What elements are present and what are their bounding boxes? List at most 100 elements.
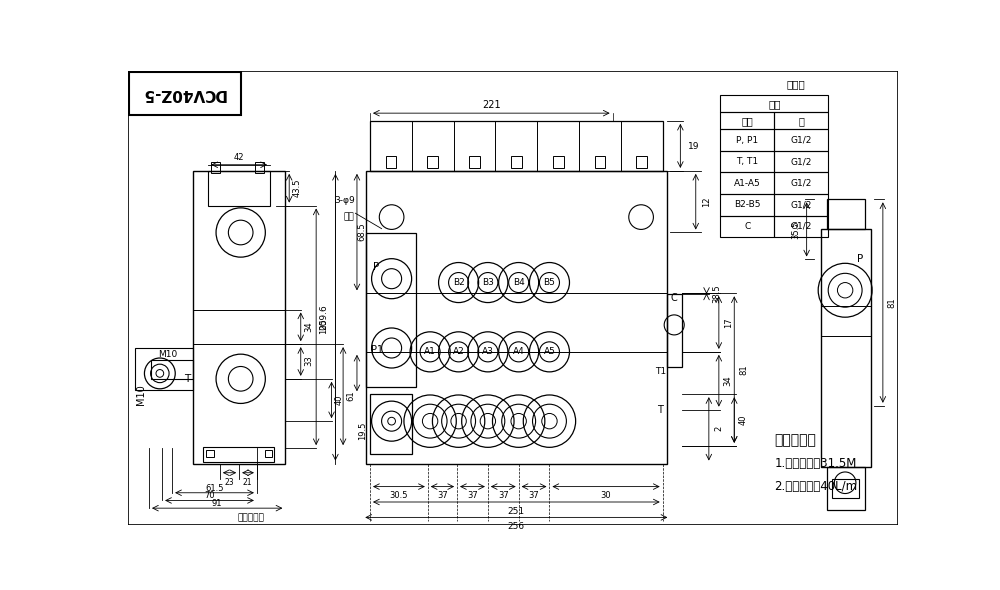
Bar (203, 447, 274, 462)
Text: 37: 37 (498, 491, 509, 500)
Text: G1/2: G1/2 (791, 179, 812, 188)
Bar (206, 450, 214, 457)
Bar (129, 73, 241, 114)
Text: 通孔: 通孔 (344, 212, 355, 222)
Text: T, T1: T, T1 (736, 157, 758, 166)
Bar (774, 129, 828, 151)
Bar (720, 194, 774, 215)
Text: 81: 81 (739, 364, 748, 375)
Text: 68.5: 68.5 (358, 222, 367, 241)
Text: C: C (671, 293, 678, 303)
Text: 2.额定流量：40L/m: 2.额定流量：40L/m (774, 480, 857, 493)
Text: 螺纹规: 螺纹规 (786, 80, 805, 90)
Text: A2: A2 (453, 348, 464, 356)
Text: 2: 2 (714, 426, 723, 431)
Bar (636, 156, 647, 168)
Bar (720, 172, 774, 194)
Text: 43.5: 43.5 (292, 179, 301, 197)
Text: B5: B5 (544, 278, 555, 287)
Text: 61: 61 (346, 391, 355, 401)
Bar (774, 172, 828, 194)
Text: 19.5: 19.5 (358, 421, 367, 440)
Text: 251: 251 (508, 507, 525, 516)
Bar (720, 96, 828, 112)
Bar (265, 450, 272, 457)
Text: 30.5: 30.5 (390, 491, 408, 500)
Text: 37: 37 (437, 491, 448, 500)
Bar (774, 194, 828, 215)
Text: 35.5: 35.5 (791, 220, 800, 239)
Text: 221: 221 (482, 100, 501, 110)
Text: 30: 30 (601, 491, 611, 500)
Text: P: P (373, 262, 379, 272)
Text: 34: 34 (304, 321, 313, 332)
Bar (827, 467, 865, 510)
Text: 38.5: 38.5 (712, 284, 721, 303)
Text: P: P (857, 254, 864, 264)
Text: 37: 37 (529, 491, 539, 500)
Bar (553, 156, 564, 168)
Bar (832, 479, 859, 498)
Text: 液压后视图: 液压后视图 (237, 513, 264, 522)
Text: P1: P1 (371, 345, 383, 355)
Text: A3: A3 (482, 348, 494, 356)
Text: 格: 格 (798, 116, 804, 126)
Bar (511, 156, 522, 168)
Text: T: T (657, 405, 663, 415)
Bar (366, 232, 416, 386)
Text: A1: A1 (424, 348, 436, 356)
Bar (720, 151, 774, 172)
Text: 40: 40 (335, 394, 344, 405)
Text: 23: 23 (224, 478, 234, 487)
Bar (720, 129, 774, 151)
Text: 91: 91 (212, 499, 222, 508)
Bar (255, 162, 264, 173)
Text: G1/2: G1/2 (791, 222, 812, 231)
Text: 70: 70 (204, 491, 214, 500)
Text: T: T (184, 374, 191, 384)
Text: 256: 256 (508, 522, 525, 531)
Text: 技术参数：: 技术参数： (774, 434, 816, 447)
Bar (774, 112, 828, 129)
Bar (666, 294, 682, 367)
Bar (370, 394, 412, 454)
Text: M10: M10 (136, 384, 146, 405)
Text: 19: 19 (688, 142, 699, 151)
Text: 37: 37 (467, 491, 478, 500)
Text: 接口: 接口 (741, 116, 753, 126)
Bar (193, 171, 285, 464)
Text: A1-A5: A1-A5 (734, 179, 761, 188)
Text: 21: 21 (243, 478, 252, 487)
Bar (366, 171, 666, 464)
Bar (427, 156, 438, 168)
Bar (469, 156, 480, 168)
Text: T1: T1 (655, 366, 666, 376)
Text: 3-φ9: 3-φ9 (334, 196, 355, 205)
Text: B2-B5: B2-B5 (734, 200, 761, 209)
Text: 34: 34 (724, 375, 733, 386)
Bar (208, 171, 270, 205)
Text: 1.额定压力：31.5M: 1.额定压力：31.5M (774, 457, 857, 470)
Text: 81: 81 (888, 297, 897, 308)
Bar (151, 359, 193, 379)
Text: 42: 42 (234, 153, 244, 162)
Text: 61.5: 61.5 (205, 484, 224, 493)
Bar (774, 151, 828, 172)
Bar (820, 229, 871, 467)
Text: G1/2: G1/2 (791, 200, 812, 209)
Text: 209.6: 209.6 (319, 304, 328, 330)
Text: B2: B2 (453, 278, 464, 287)
Text: B3: B3 (482, 278, 494, 287)
Bar (720, 112, 774, 129)
Text: 40: 40 (739, 414, 748, 425)
Bar (595, 156, 605, 168)
Bar (211, 162, 220, 173)
Bar (370, 121, 663, 171)
Text: G1/2: G1/2 (791, 136, 812, 145)
Bar (774, 215, 828, 237)
Text: 105: 105 (319, 319, 328, 335)
Text: G1/2: G1/2 (791, 157, 812, 166)
Text: 17: 17 (724, 317, 733, 328)
Bar (827, 199, 865, 229)
Text: DCV40Z-5: DCV40Z-5 (141, 86, 226, 101)
